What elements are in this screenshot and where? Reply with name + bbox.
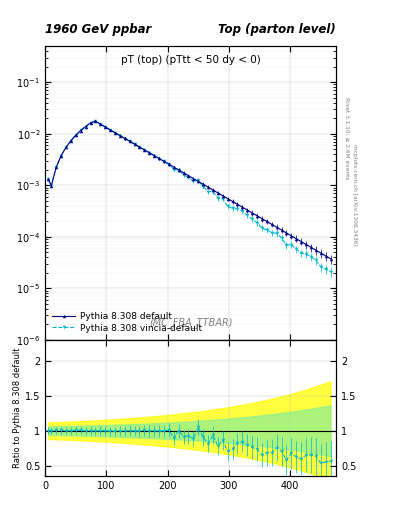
Text: (MC_FBA_TTBAR): (MC_FBA_TTBAR) xyxy=(149,317,232,328)
Pythia 8.308 vincia-default xyxy=(46,176,51,182)
Pythia 8.308 vincia-default xyxy=(123,136,127,142)
Y-axis label: Ratio to Pythia 8.308 default: Ratio to Pythia 8.308 default xyxy=(13,348,22,468)
Pythia 8.308 default xyxy=(196,178,200,184)
Pythia 8.308 default xyxy=(73,132,78,138)
Text: pT (top) (pTtt < 50 dy < 0): pT (top) (pTtt < 50 dy < 0) xyxy=(121,55,261,65)
Text: mcplots.cern.ch [arXiv:1306.3436]: mcplots.cern.ch [arXiv:1306.3436] xyxy=(352,144,357,245)
Pythia 8.308 default xyxy=(54,164,59,170)
Pythia 8.308 default xyxy=(123,135,127,141)
Pythia 8.308 default xyxy=(255,212,259,219)
Pythia 8.308 vincia-default xyxy=(196,177,200,183)
Pythia 8.308 default xyxy=(46,176,51,182)
Line: Pythia 8.308 default: Pythia 8.308 default xyxy=(46,119,332,261)
Pythia 8.308 vincia-default xyxy=(88,120,93,126)
Text: Top (parton level): Top (parton level) xyxy=(218,23,336,36)
Line: Pythia 8.308 vincia-default: Pythia 8.308 vincia-default xyxy=(46,119,332,273)
Pythia 8.308 default xyxy=(328,255,333,262)
Text: 1960 GeV ppbar: 1960 GeV ppbar xyxy=(45,23,151,36)
Pythia 8.308 vincia-default xyxy=(54,164,59,170)
Text: Rivet 3.1.10; ≥ 2.6M events: Rivet 3.1.10; ≥ 2.6M events xyxy=(344,97,349,180)
Pythia 8.308 default xyxy=(93,118,98,124)
Pythia 8.308 vincia-default xyxy=(255,220,259,226)
Legend: Pythia 8.308 default, Pythia 8.308 vincia-default: Pythia 8.308 default, Pythia 8.308 vinci… xyxy=(50,309,204,335)
Pythia 8.308 vincia-default xyxy=(73,132,78,138)
Pythia 8.308 default xyxy=(88,120,93,126)
Pythia 8.308 vincia-default xyxy=(328,268,333,274)
Pythia 8.308 vincia-default xyxy=(93,118,98,124)
